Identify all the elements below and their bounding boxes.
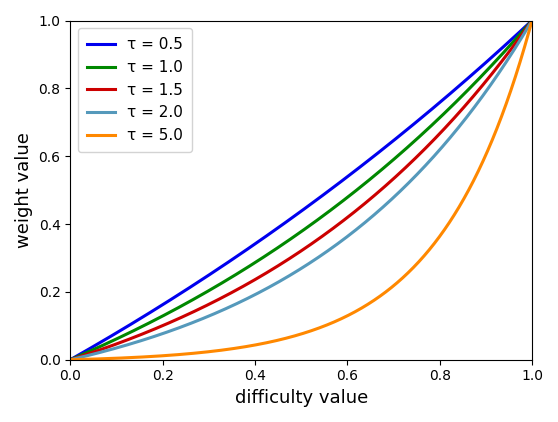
τ = 5.0 <box>90 357 97 362</box>
Line: τ = 5.0: τ = 5.0 <box>70 21 532 360</box>
τ = 0.5 <box>67 357 74 362</box>
τ = 0.5 <box>279 222 286 227</box>
Line: τ = 0.5: τ = 0.5 <box>70 21 532 360</box>
τ = 0.5 <box>430 105 437 110</box>
τ = 5.0 <box>430 241 437 246</box>
τ = 0.5 <box>515 30 522 35</box>
τ = 1.5 <box>90 349 97 354</box>
τ = 5.0 <box>515 65 522 70</box>
τ = 2.0 <box>528 18 535 23</box>
τ = 2.0 <box>291 270 298 275</box>
τ = 1.5 <box>528 18 535 23</box>
τ = 0.5 <box>90 344 97 349</box>
X-axis label: difficulty value: difficulty value <box>234 389 368 407</box>
τ = 5.0 <box>67 357 74 362</box>
τ = 1.5 <box>291 253 298 258</box>
τ = 1.5 <box>279 260 286 265</box>
τ = 2.0 <box>67 357 74 362</box>
τ = 1.0 <box>90 347 97 352</box>
τ = 1.0 <box>67 357 74 362</box>
τ = 5.0 <box>291 333 298 338</box>
τ = 1.5 <box>67 357 74 362</box>
τ = 2.0 <box>90 352 97 357</box>
Line: τ = 1.5: τ = 1.5 <box>70 21 532 360</box>
τ = 1.0 <box>279 242 286 247</box>
τ = 0.5 <box>291 213 298 218</box>
τ = 2.0 <box>515 40 522 45</box>
τ = 1.0 <box>515 34 522 39</box>
Line: τ = 2.0: τ = 2.0 <box>70 21 532 360</box>
τ = 2.0 <box>430 154 437 159</box>
τ = 5.0 <box>515 64 522 69</box>
τ = 1.0 <box>430 121 437 126</box>
Line: τ = 1.0: τ = 1.0 <box>70 21 532 360</box>
τ = 1.0 <box>291 233 298 238</box>
Y-axis label: weight value: weight value <box>15 132 33 248</box>
τ = 0.5 <box>528 18 535 23</box>
τ = 5.0 <box>279 337 286 342</box>
Legend: τ = 0.5, τ = 1.0, τ = 1.5, τ = 2.0, τ = 5.0: τ = 0.5, τ = 1.0, τ = 1.5, τ = 2.0, τ = … <box>78 28 192 152</box>
τ = 2.0 <box>515 41 522 46</box>
τ = 1.5 <box>430 137 437 142</box>
τ = 0.5 <box>515 31 522 36</box>
τ = 1.0 <box>528 18 535 23</box>
τ = 5.0 <box>528 18 535 23</box>
τ = 1.5 <box>515 37 522 42</box>
τ = 1.0 <box>515 33 522 38</box>
τ = 1.5 <box>515 37 522 42</box>
τ = 2.0 <box>279 277 286 282</box>
